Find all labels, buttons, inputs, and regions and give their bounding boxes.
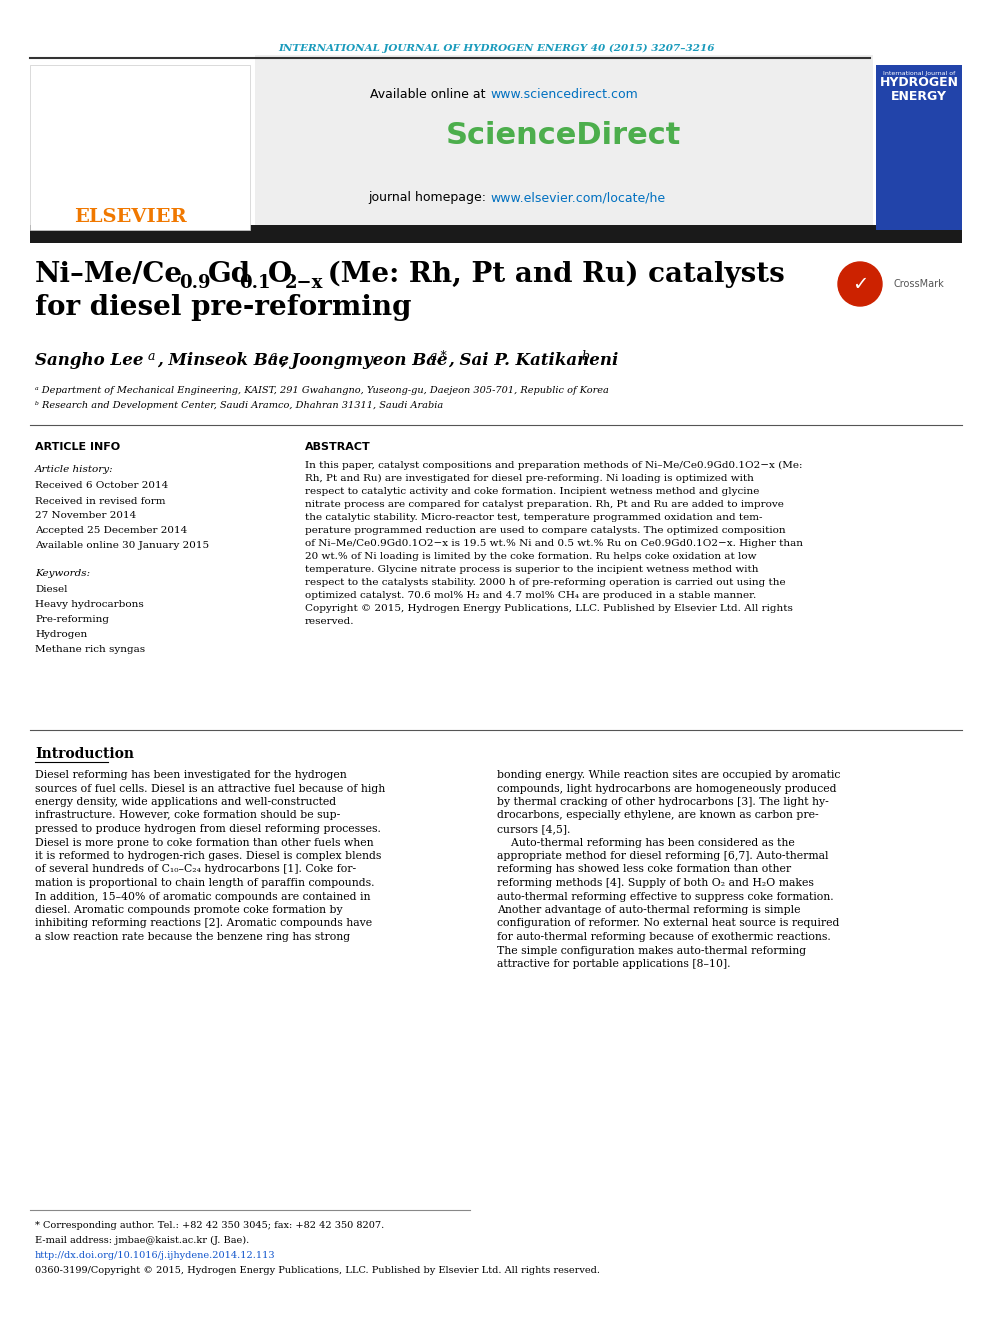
Text: http://dx.doi.org/10.1016/j.ijhydene.2014.12.113: http://dx.doi.org/10.1016/j.ijhydene.201… [35, 1252, 276, 1259]
Text: , Sai P. Katikaneni: , Sai P. Katikaneni [448, 352, 624, 369]
Text: diesel. Aromatic compounds promote coke formation by: diesel. Aromatic compounds promote coke … [35, 905, 342, 916]
Text: Ni–Me/Ce: Ni–Me/Ce [35, 261, 184, 288]
Text: b: b [581, 351, 589, 363]
Text: Auto-thermal reforming has been considered as the: Auto-thermal reforming has been consider… [497, 837, 795, 848]
Text: O: O [268, 261, 292, 288]
Text: sources of fuel cells. Diesel is an attractive fuel because of high: sources of fuel cells. Diesel is an attr… [35, 783, 385, 794]
Text: attractive for portable applications [8–10].: attractive for portable applications [8–… [497, 959, 730, 968]
Text: ABSTRACT: ABSTRACT [305, 442, 371, 452]
Text: bonding energy. While reaction sites are occupied by aromatic: bonding energy. While reaction sites are… [497, 770, 840, 781]
Text: journal homepage:: journal homepage: [368, 192, 490, 205]
Text: Available online at: Available online at [370, 89, 490, 102]
Text: Article history:: Article history: [35, 464, 114, 474]
Text: for diesel pre-reforming: for diesel pre-reforming [35, 294, 412, 321]
Text: reserved.: reserved. [305, 617, 354, 626]
Text: Gd: Gd [208, 261, 251, 288]
Text: Methane rich syngas: Methane rich syngas [35, 646, 145, 654]
Text: ARTICLE INFO: ARTICLE INFO [35, 442, 120, 452]
Text: Another advantage of auto-thermal reforming is simple: Another advantage of auto-thermal reform… [497, 905, 801, 916]
Text: by thermal cracking of other hydrocarbons [3]. The light hy-: by thermal cracking of other hydrocarbon… [497, 796, 828, 807]
Text: ✓: ✓ [852, 274, 868, 294]
Text: configuration of reformer. No external heat source is required: configuration of reformer. No external h… [497, 918, 839, 929]
Text: ELSEVIER: ELSEVIER [73, 208, 186, 226]
Text: ᵇ Research and Development Center, Saudi Aramco, Dhahran 31311, Saudi Arabia: ᵇ Research and Development Center, Saudi… [35, 401, 443, 410]
Text: Copyright © 2015, Hydrogen Energy Publications, LLC. Published by Elsevier Ltd. : Copyright © 2015, Hydrogen Energy Public… [305, 605, 793, 613]
Text: ᵃ Department of Mechanical Engineering, KAIST, 291 Gwahangno, Yuseong-gu, Daejeo: ᵃ Department of Mechanical Engineering, … [35, 386, 609, 396]
Text: Keywords:: Keywords: [35, 569, 90, 578]
Text: Heavy hydrocarbons: Heavy hydrocarbons [35, 601, 144, 609]
Text: CrossMark: CrossMark [893, 279, 943, 288]
Text: 27 November 2014: 27 November 2014 [35, 511, 136, 520]
Text: of several hundreds of C₁₀–C₂₄ hydrocarbons [1]. Coke for-: of several hundreds of C₁₀–C₂₄ hydrocarb… [35, 864, 356, 875]
Text: of Ni–Me/Ce0.9Gd0.1O2−x is 19.5 wt.% Ni and 0.5 wt.% Ru on Ce0.9Gd0.1O2−x. Highe: of Ni–Me/Ce0.9Gd0.1O2−x is 19.5 wt.% Ni … [305, 538, 803, 548]
Text: HYDROGEN: HYDROGEN [880, 75, 958, 89]
Text: INTERNATIONAL JOURNAL OF HYDROGEN ENERGY 40 (2015) 3207–3216: INTERNATIONAL JOURNAL OF HYDROGEN ENERGY… [278, 44, 714, 53]
FancyBboxPatch shape [30, 65, 250, 230]
Text: the catalytic stability. Micro-reactor test, temperature programmed oxidation an: the catalytic stability. Micro-reactor t… [305, 513, 763, 523]
Text: compounds, light hydrocarbons are homogeneously produced: compounds, light hydrocarbons are homoge… [497, 783, 836, 794]
Text: nitrate process are compared for catalyst preparation. Rh, Pt and Ru are added t: nitrate process are compared for catalys… [305, 500, 784, 509]
Text: cursors [4,5].: cursors [4,5]. [497, 824, 570, 833]
Text: a,*: a,* [430, 351, 447, 363]
Text: Diesel is more prone to coke formation than other fuels when: Diesel is more prone to coke formation t… [35, 837, 374, 848]
Text: Diesel: Diesel [35, 585, 67, 594]
Text: 0360-3199/Copyright © 2015, Hydrogen Energy Publications, LLC. Published by Else: 0360-3199/Copyright © 2015, Hydrogen Ene… [35, 1266, 600, 1275]
Text: a: a [270, 351, 278, 363]
Text: ScienceDirect: ScienceDirect [445, 120, 681, 149]
Text: Introduction: Introduction [35, 747, 134, 761]
Text: Received in revised form: Received in revised form [35, 497, 166, 505]
Text: Available online 30 January 2015: Available online 30 January 2015 [35, 541, 209, 550]
Text: pressed to produce hydrogen from diesel reforming processes.: pressed to produce hydrogen from diesel … [35, 824, 381, 833]
Text: infrastructure. However, coke formation should be sup-: infrastructure. However, coke formation … [35, 811, 340, 820]
Text: Hydrogen: Hydrogen [35, 630, 87, 639]
Text: optimized catalyst. 70.6 mol% H₂ and 4.7 mol% CH₄ are produced in a stable manne: optimized catalyst. 70.6 mol% H₂ and 4.7… [305, 591, 756, 601]
Text: Sangho Lee: Sangho Lee [35, 352, 149, 369]
Text: Received 6 October 2014: Received 6 October 2014 [35, 482, 169, 490]
FancyBboxPatch shape [30, 225, 962, 243]
FancyBboxPatch shape [255, 67, 871, 235]
Text: drocarbons, especially ethylene, are known as carbon pre-: drocarbons, especially ethylene, are kno… [497, 811, 818, 820]
Text: respect to catalytic activity and coke formation. Incipient wetness method and g: respect to catalytic activity and coke f… [305, 487, 759, 496]
Text: www.elsevier.com/locate/he: www.elsevier.com/locate/he [490, 192, 665, 205]
Text: E-mail address: jmbae@kaist.ac.kr (J. Bae).: E-mail address: jmbae@kaist.ac.kr (J. Ba… [35, 1236, 249, 1245]
Text: 20 wt.% of Ni loading is limited by the coke formation. Ru helps coke oxidation : 20 wt.% of Ni loading is limited by the … [305, 552, 757, 561]
Text: temperature. Glycine nitrate process is superior to the incipient wetness method: temperature. Glycine nitrate process is … [305, 565, 759, 574]
Text: energy density, wide applications and well-constructed: energy density, wide applications and we… [35, 796, 336, 807]
FancyBboxPatch shape [876, 65, 962, 230]
FancyBboxPatch shape [255, 56, 873, 230]
Text: Rh, Pt and Ru) are investigated for diesel pre-reforming. Ni loading is optimize: Rh, Pt and Ru) are investigated for dies… [305, 474, 754, 483]
Text: 0.1: 0.1 [239, 274, 271, 292]
Text: for auto-thermal reforming because of exothermic reactions.: for auto-thermal reforming because of ex… [497, 931, 830, 942]
Text: , Minseok Bae: , Minseok Bae [157, 352, 295, 369]
Text: perature programmed reduction are used to compare catalysts. The optimized compo: perature programmed reduction are used t… [305, 527, 786, 534]
Text: 0.9: 0.9 [179, 274, 210, 292]
Text: inhibiting reforming reactions [2]. Aromatic compounds have: inhibiting reforming reactions [2]. Arom… [35, 918, 372, 929]
Text: appropriate method for diesel reforming [6,7]. Auto-thermal: appropriate method for diesel reforming … [497, 851, 828, 861]
Circle shape [838, 262, 882, 306]
Text: Accepted 25 December 2014: Accepted 25 December 2014 [35, 527, 187, 534]
Text: , Joongmyeon Bae: , Joongmyeon Bae [280, 352, 453, 369]
Text: International Journal of: International Journal of [883, 71, 955, 75]
Text: mation is proportional to chain length of paraffin compounds.: mation is proportional to chain length o… [35, 878, 375, 888]
Text: www.sciencedirect.com: www.sciencedirect.com [490, 89, 638, 102]
Text: Pre-reforming: Pre-reforming [35, 615, 109, 624]
Text: In addition, 15–40% of aromatic compounds are contained in: In addition, 15–40% of aromatic compound… [35, 892, 370, 901]
Text: a slow reaction rate because the benzene ring has strong: a slow reaction rate because the benzene… [35, 931, 350, 942]
Text: Diesel reforming has been investigated for the hydrogen: Diesel reforming has been investigated f… [35, 770, 347, 781]
Text: 2−x: 2−x [285, 274, 323, 292]
Text: * Corresponding author. Tel.: +82 42 350 3045; fax: +82 42 350 8207.: * Corresponding author. Tel.: +82 42 350… [35, 1221, 384, 1230]
Text: respect to the catalysts stability. 2000 h of pre-reforming operation is carried: respect to the catalysts stability. 2000… [305, 578, 786, 587]
Text: auto-thermal reforming effective to suppress coke formation.: auto-thermal reforming effective to supp… [497, 892, 833, 901]
Text: (Me: Rh, Pt and Ru) catalysts: (Me: Rh, Pt and Ru) catalysts [318, 261, 785, 288]
Text: reforming methods [4]. Supply of both O₂ and H₂O makes: reforming methods [4]. Supply of both O₂… [497, 878, 813, 888]
Text: a: a [148, 351, 156, 363]
Text: In this paper, catalyst compositions and preparation methods of Ni–Me/Ce0.9Gd0.1: In this paper, catalyst compositions and… [305, 460, 803, 470]
Text: ENERGY: ENERGY [891, 90, 947, 103]
Text: it is reformed to hydrogen-rich gases. Diesel is complex blends: it is reformed to hydrogen-rich gases. D… [35, 851, 381, 861]
Text: The simple configuration makes auto-thermal reforming: The simple configuration makes auto-ther… [497, 946, 806, 955]
Text: reforming has showed less coke formation than other: reforming has showed less coke formation… [497, 864, 792, 875]
